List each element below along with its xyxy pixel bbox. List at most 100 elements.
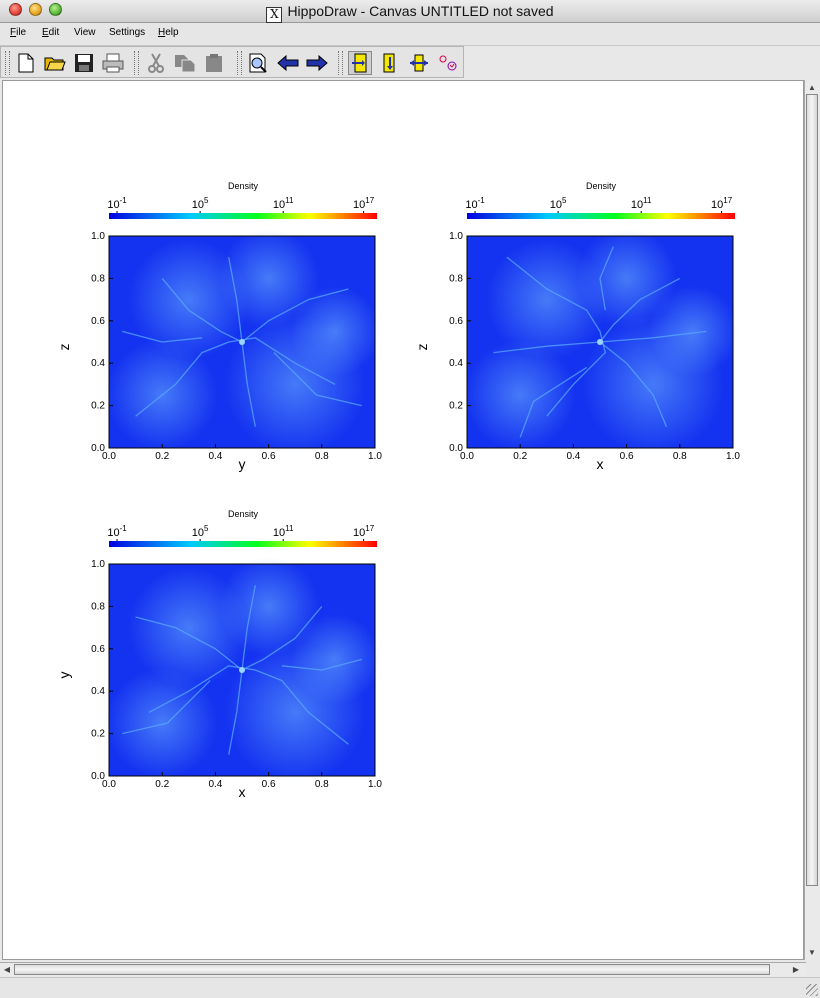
menu-bar: File Edit View Settings Help (0, 23, 820, 46)
menu-edit[interactable]: Edit (42, 27, 60, 38)
colorbar-tick-label: 10-1 (107, 524, 127, 539)
y-tick-label: 1.0 (449, 231, 463, 242)
colorbar-tick-label: 1011 (273, 524, 294, 539)
status-bar (0, 977, 820, 998)
y-axis-label: z (56, 344, 72, 351)
density-blob (290, 614, 381, 705)
y-tick-label: 0.0 (449, 443, 463, 454)
colorbar-tick-label: 105 (192, 524, 209, 539)
menu-file[interactable]: File (10, 27, 27, 38)
zoom-y-icon[interactable] (378, 51, 402, 75)
plot-svg: Density 10-1 105 1011 1017 0.0 0.2 0.4 0.6 0.8 1.0… (56, 509, 382, 800)
copy-icon[interactable] (173, 51, 197, 75)
colorbar-tick-label: 1017 (353, 524, 375, 539)
y-tick-label: 0.8 (449, 273, 463, 284)
y-tick-label: 0.0 (91, 443, 105, 454)
plot-xy[interactable]: Density 10-1 105 1011 1017 0.0 0.2 0.4 0.6 0.8 1.0… (53, 461, 382, 800)
colorbar (109, 541, 377, 547)
canvas-area[interactable]: Density 10-1 105 1011 1017 0.0 0.2 0.4 0.6 0.8 1.0… (2, 80, 804, 960)
x-axis-label: x (239, 784, 246, 800)
density-blob (486, 239, 607, 360)
y-tick-label: 0.6 (91, 316, 105, 327)
toolbar-grip[interactable] (134, 51, 139, 75)
toolbar-grip[interactable] (5, 51, 10, 75)
density-blob (648, 286, 739, 377)
filament (122, 330, 203, 343)
colorbar-tick-label: 1017 (353, 196, 375, 211)
colorbar-tick-label: 10-1 (107, 196, 127, 211)
scroll-left-icon[interactable]: ◀ (3, 964, 11, 974)
filament (135, 337, 336, 417)
vertical-scrollbar[interactable]: ▲ ▼ (804, 80, 820, 960)
x-tick-label: 0.0 (460, 451, 474, 462)
filament (148, 665, 349, 745)
filament (273, 352, 362, 407)
plot-xz[interactable]: Density 10-1 105 1011 1017 0.0 0.2 0.4 0.6 0.8 1.0… (411, 133, 740, 472)
menu-help[interactable]: Help (158, 27, 179, 38)
title-bar: X HippoDraw - Canvas UNTITLED not saved (0, 0, 820, 23)
x-tick-label: 0.6 (262, 451, 276, 462)
y-tick-label: 0.4 (91, 686, 105, 697)
zoom-window-button[interactable] (49, 3, 62, 16)
zoom-x-icon[interactable] (407, 51, 431, 75)
close-window-button[interactable] (9, 3, 22, 16)
x-tick-label: 1.0 (368, 779, 382, 790)
forward-arrow-icon[interactable] (305, 51, 329, 75)
menu-view[interactable]: View (74, 27, 96, 38)
density-blob (128, 567, 249, 688)
x-tick-label: 0.6 (262, 779, 276, 790)
y-axis-label: y (56, 672, 72, 679)
cut-scissors-icon[interactable] (144, 51, 168, 75)
x11-icon: X (266, 7, 283, 23)
x-tick-label: 0.8 (673, 451, 687, 462)
colorbar-label: Density (228, 181, 259, 191)
plot-svg: Density 10-1 105 1011 1017 0.0 0.2 0.4 0.6 0.8 1.0… (414, 181, 740, 472)
toolbar-grip[interactable] (237, 51, 242, 75)
filament (122, 680, 211, 735)
open-folder-icon[interactable] (43, 51, 67, 75)
new-document-icon[interactable] (14, 51, 38, 75)
minimize-window-button[interactable] (29, 3, 42, 16)
toolbar-grip[interactable] (338, 51, 343, 75)
toolbar (0, 46, 464, 78)
density-blob (107, 668, 218, 778)
print-icon[interactable] (101, 51, 125, 75)
y-tick-label: 0.0 (91, 771, 105, 782)
select-mode-icon[interactable] (348, 51, 372, 75)
density-peak (239, 667, 245, 673)
colorbar (467, 213, 735, 219)
paste-icon[interactable] (202, 51, 226, 75)
scroll-up-icon[interactable]: ▲ (808, 82, 816, 92)
horizontal-scrollbar[interactable]: ◀ ▶ (0, 962, 806, 976)
colorbar-tick-label: 1011 (631, 196, 652, 211)
y-tick-label: 0.8 (91, 601, 105, 612)
plot-frame (108, 235, 376, 449)
save-disk-icon[interactable] (72, 51, 96, 75)
y-tick-label: 0.2 (91, 401, 105, 412)
filament (506, 256, 607, 417)
density-blob (576, 228, 677, 329)
density-peak (239, 339, 245, 345)
resize-grip-icon[interactable] (806, 984, 818, 996)
scroll-down-icon[interactable]: ▼ (808, 947, 816, 957)
y-axis-label: z (414, 344, 430, 351)
filament (228, 257, 243, 343)
back-arrow-icon[interactable] (276, 51, 300, 75)
horizontal-scroll-thumb[interactable] (14, 964, 770, 975)
colorbar-label: Density (228, 509, 259, 519)
density-blob (218, 556, 319, 657)
x-tick-label: 0.8 (315, 779, 329, 790)
scroll-right-icon[interactable]: ▶ (792, 964, 800, 974)
pick-point-icon[interactable] (436, 51, 460, 75)
density-blob (465, 340, 576, 450)
menu-settings[interactable]: Settings (109, 27, 146, 38)
inspector-icon[interactable] (246, 51, 270, 75)
filament (599, 330, 707, 343)
colorbar-tick-label: 105 (192, 196, 209, 211)
x-tick-label: 0.4 (208, 451, 222, 462)
x-tick-label: 0.2 (513, 451, 527, 462)
vertical-scroll-thumb[interactable] (806, 94, 818, 886)
y-tick-label: 0.2 (91, 729, 105, 740)
filament (241, 585, 256, 671)
plot-yz[interactable]: Density 10-1 105 1011 1017 0.0 0.2 0.4 0.6 0.8 1.0… (53, 133, 382, 472)
